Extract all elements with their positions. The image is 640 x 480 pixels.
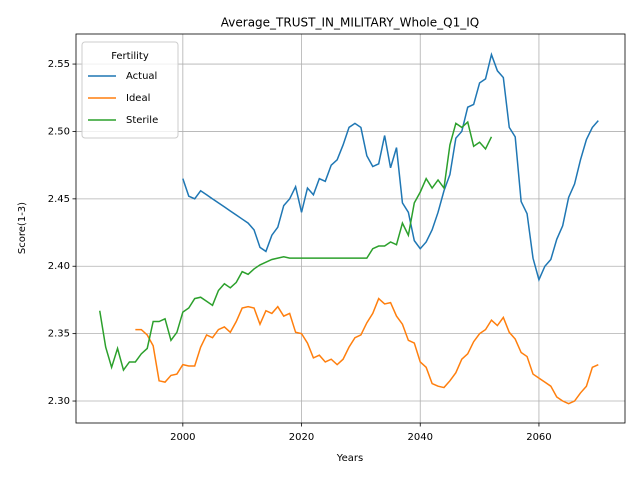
- y-tick-label: 2.35: [48, 329, 70, 340]
- line-series: [135, 297, 599, 405]
- plot-frame: [75, 33, 626, 424]
- x-tick-label: 2020: [289, 432, 314, 443]
- y-tick-label: 2.45: [48, 194, 70, 205]
- legend: Fertility Actual Ideal Sterile: [81, 41, 179, 139]
- x-tick-label: 2040: [408, 432, 433, 443]
- chart-title: Average_TRUST_IN_MILITARY_Whole_Q1_IQ: [221, 16, 479, 30]
- legend-label: Actual: [126, 71, 157, 82]
- y-tick-label: 2.50: [48, 126, 70, 137]
- legend-label: Sterile: [126, 115, 158, 126]
- line-series: [182, 52, 599, 282]
- legend-box: [81, 41, 179, 139]
- y-tick-label: 2.40: [48, 261, 70, 272]
- legend-title: Fertility: [111, 51, 149, 62]
- y-tick-label: 2.30: [48, 396, 70, 407]
- y-axis-label: Score(1-3): [17, 202, 28, 254]
- x-axis-label: Years: [336, 453, 363, 464]
- x-tick-label: 2060: [526, 432, 551, 443]
- line-series: [98, 120, 493, 372]
- legend-label: Ideal: [126, 93, 150, 104]
- x-tick-label: 2000: [170, 432, 195, 443]
- y-tick-label: 2.55: [48, 59, 70, 70]
